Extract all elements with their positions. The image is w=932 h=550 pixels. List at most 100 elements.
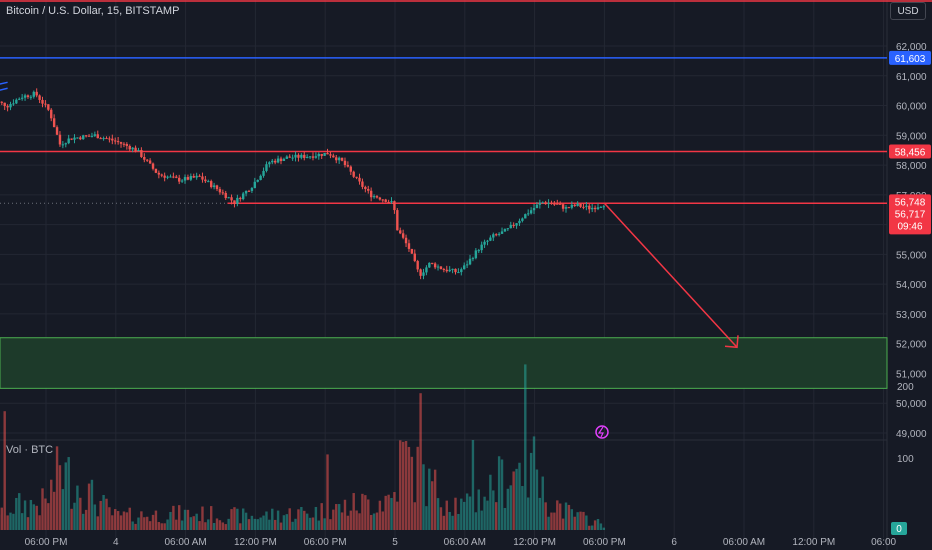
volume-bar [413, 502, 416, 530]
candle-body [143, 156, 146, 160]
time-tick-label: 12:00 PM [234, 537, 277, 548]
current-price-bg [889, 194, 931, 235]
candle-body [579, 203, 582, 207]
candle-body [564, 207, 568, 209]
volume-bar [15, 497, 18, 530]
candle-body [195, 175, 198, 178]
candle-body [529, 210, 533, 214]
volume-bar [247, 519, 251, 530]
volume-bar [576, 512, 579, 530]
candles [0, 88, 606, 280]
candle-body [497, 233, 501, 235]
candle-body [189, 176, 193, 180]
candle-body [532, 208, 536, 211]
volume-bar [602, 527, 606, 530]
volume-bar [375, 512, 379, 530]
candle-body [175, 176, 178, 178]
volume-bar [239, 523, 242, 530]
candle-body [215, 185, 219, 190]
misc-markers [595, 425, 609, 439]
price-axis: 49,000 50,000 51,000 52,000 53,000 54,000 55,0… [896, 42, 927, 440]
candle-body [407, 243, 411, 249]
candle-body [509, 224, 512, 229]
candle-body [76, 137, 79, 139]
candle-body [134, 147, 137, 152]
volume-bar [55, 446, 59, 530]
volume-bar [346, 515, 350, 530]
volume-bar [448, 511, 451, 530]
candle-body [26, 95, 30, 97]
candle-body [556, 203, 559, 205]
volume-bar [233, 507, 236, 530]
price-tick-label: 55,000 [896, 250, 927, 261]
candle-body [553, 203, 556, 205]
candle-body [23, 95, 27, 98]
level-label-bg [889, 144, 931, 159]
volume-bar [579, 511, 582, 530]
candle-body [567, 207, 571, 209]
candle-body [433, 263, 437, 268]
candle-body [506, 228, 510, 230]
candle-body [221, 192, 225, 194]
candle-body [518, 220, 521, 224]
candle-body [352, 171, 355, 177]
candle-body [108, 138, 111, 140]
volume-bar [326, 454, 329, 530]
volume-bar [431, 481, 434, 530]
volume-bar [241, 508, 245, 530]
volume-bar [393, 492, 396, 530]
price-tick-label: 58,000 [896, 161, 927, 172]
volume-bar [550, 512, 553, 530]
candle-body [148, 160, 152, 164]
volume-bar [387, 494, 390, 530]
volume-bar [564, 502, 568, 530]
volume-bar [399, 440, 402, 530]
volume-bar [521, 486, 524, 530]
volume-bar [332, 509, 335, 530]
volume-axis: 100 200 0 [891, 382, 914, 535]
volume-bar [384, 495, 387, 530]
candle-body [131, 147, 134, 150]
candle-body [198, 175, 201, 177]
volume-bar [108, 507, 111, 530]
candle-body [396, 210, 399, 231]
time-tick-label: 5 [392, 537, 398, 548]
candle-body [259, 175, 262, 180]
candle-body [224, 192, 227, 198]
candle-body [326, 153, 329, 155]
volume-bar [512, 471, 515, 530]
volume-bar [12, 513, 15, 530]
candle-body [166, 176, 169, 178]
candle-body [79, 137, 82, 140]
volume-bar [96, 516, 99, 530]
candle-body [390, 201, 393, 203]
volume-bar [3, 411, 6, 530]
volume-bar [297, 509, 300, 530]
volume-bar [209, 506, 213, 530]
volume-bar [445, 500, 448, 530]
lightning-icon [597, 426, 604, 438]
candle-body [393, 201, 396, 211]
time-tick-label: 06:00 [871, 537, 896, 548]
candle-body [541, 202, 544, 204]
candle-body [29, 96, 33, 98]
volume-bar [131, 521, 134, 530]
volume-bar [428, 468, 431, 530]
volume-bar [47, 503, 50, 530]
time-tick-label: 06:00 PM [583, 537, 626, 548]
currency-button[interactable]: USD [890, 2, 926, 20]
candle-body [527, 213, 530, 215]
volume-bar [506, 488, 510, 530]
candle-body [233, 200, 236, 204]
volume-bar [73, 502, 76, 530]
volume-bar [442, 515, 446, 530]
candle-body [448, 269, 451, 272]
candle-body [544, 202, 547, 205]
volume-bar [119, 515, 123, 530]
candle-body [480, 244, 483, 251]
candle-body [212, 185, 216, 188]
volume-bar [76, 485, 79, 530]
volume-bar [9, 512, 12, 530]
volume-bar [82, 513, 85, 530]
